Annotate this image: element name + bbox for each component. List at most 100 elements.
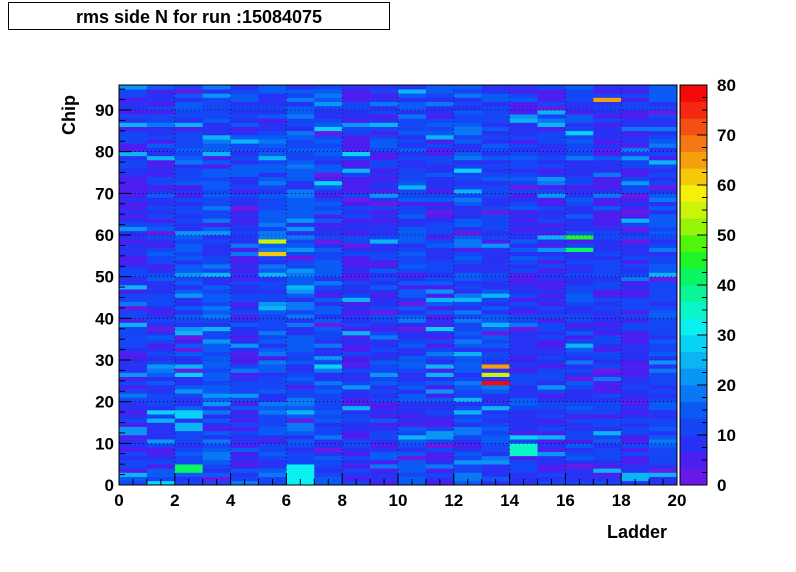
heatmap-cell <box>342 376 371 382</box>
heatmap-cell <box>537 368 566 373</box>
heatmap-cell <box>425 322 455 327</box>
heatmap-cell <box>342 289 371 294</box>
heatmap-cell <box>509 122 538 127</box>
heatmap-cell <box>258 135 287 140</box>
heatmap-cell <box>314 326 343 332</box>
heatmap-cell <box>453 418 482 423</box>
heatmap-cell <box>509 226 538 232</box>
heatmap-cell <box>258 418 287 423</box>
heatmap-cell <box>230 172 259 177</box>
heatmap-cell <box>509 210 538 215</box>
heatmap-cell <box>146 393 176 398</box>
heatmap-cell <box>174 118 203 123</box>
heatmap-cell <box>286 397 315 402</box>
heatmap-cell <box>649 114 678 119</box>
heatmap-cell <box>286 172 315 177</box>
heatmap-cell <box>174 372 203 377</box>
heatmap-cell <box>119 310 148 315</box>
heatmap-cell <box>593 310 622 315</box>
heatmap-cell <box>509 189 538 194</box>
heatmap-cell <box>649 160 678 165</box>
heatmap-cell <box>481 364 510 369</box>
heatmap-cell <box>565 347 594 352</box>
heatmap-cell <box>425 151 455 157</box>
heatmap-cell <box>202 468 231 473</box>
heatmap-cell <box>119 272 148 277</box>
heatmap-cell <box>174 397 203 402</box>
x-tick-label: 18 <box>612 491 631 510</box>
heatmap-cell <box>286 330 315 336</box>
heatmap-cell <box>453 97 482 102</box>
heatmap-cell <box>202 243 231 248</box>
heatmap-cell <box>509 364 538 369</box>
heatmap-cell <box>453 285 482 290</box>
heatmap-cell <box>258 360 287 365</box>
heatmap-cell <box>398 185 427 190</box>
heatmap-cell <box>146 435 176 440</box>
heatmap-cell <box>370 172 399 177</box>
heatmap-cell <box>425 189 455 194</box>
heatmap-cell <box>314 143 343 148</box>
heatmap-cell <box>425 401 455 407</box>
heatmap-cell <box>370 168 399 173</box>
heatmap-cell <box>621 122 650 127</box>
heatmap-cell <box>230 447 259 452</box>
heatmap-cell <box>202 176 231 182</box>
heatmap-cell <box>509 285 538 290</box>
heatmap-cell <box>621 435 650 440</box>
heatmap-cell <box>537 143 566 148</box>
heatmap-cell <box>314 189 343 194</box>
heatmap-cell <box>565 226 594 232</box>
heatmap-cell <box>342 293 371 298</box>
heatmap-cell <box>258 164 287 169</box>
heatmap-cell <box>593 410 622 415</box>
heatmap-cell <box>174 405 203 411</box>
heatmap-cell <box>258 455 287 461</box>
heatmap-cell <box>370 85 399 90</box>
heatmap-cell <box>258 397 287 402</box>
heatmap-cell <box>649 435 678 440</box>
heatmap-cell <box>314 218 343 223</box>
heatmap-cell <box>342 155 371 161</box>
heatmap-cell <box>649 397 678 402</box>
heatmap-cell <box>230 247 259 252</box>
heatmap-cell <box>314 393 343 398</box>
heatmap-cell <box>621 468 650 473</box>
heatmap-cell <box>314 322 343 327</box>
heatmap-cell <box>230 110 259 115</box>
color-scale-label: 20 <box>717 376 736 395</box>
heatmap-cell <box>342 272 371 277</box>
heatmap-cell <box>398 426 427 432</box>
heatmap-cell <box>509 230 538 236</box>
heatmap-cell <box>342 151 371 157</box>
heatmap-cell <box>119 451 148 457</box>
heatmap-cell <box>230 355 259 361</box>
heatmap-cell <box>509 455 538 461</box>
heatmap-cell <box>286 301 315 307</box>
heatmap-cell <box>621 118 650 123</box>
heatmap-cell <box>258 335 287 340</box>
heatmap-cell <box>481 151 510 157</box>
heatmap-cell <box>342 422 371 427</box>
heatmap-cell <box>565 93 594 98</box>
heatmap-cell <box>621 101 650 107</box>
heatmap-cell <box>537 151 566 157</box>
heatmap-cell <box>453 472 482 477</box>
heatmap-cell <box>621 376 650 382</box>
heatmap-cell <box>230 251 259 257</box>
heatmap-cell <box>342 164 371 169</box>
heatmap-cell <box>342 143 371 148</box>
heatmap-cell <box>230 364 259 369</box>
heatmap-cell <box>453 426 482 432</box>
heatmap-cell <box>453 280 482 286</box>
heatmap-cell <box>621 189 650 194</box>
heatmap-cell <box>314 201 343 207</box>
heatmap-cell <box>565 160 594 165</box>
heatmap-cell <box>119 230 148 236</box>
heatmap-cell <box>649 464 678 469</box>
heatmap-cell <box>593 435 622 440</box>
heatmap-cell <box>286 189 315 194</box>
heatmap-cell <box>258 318 287 323</box>
heatmap-cell <box>230 214 259 219</box>
heatmap-cell <box>202 305 231 311</box>
